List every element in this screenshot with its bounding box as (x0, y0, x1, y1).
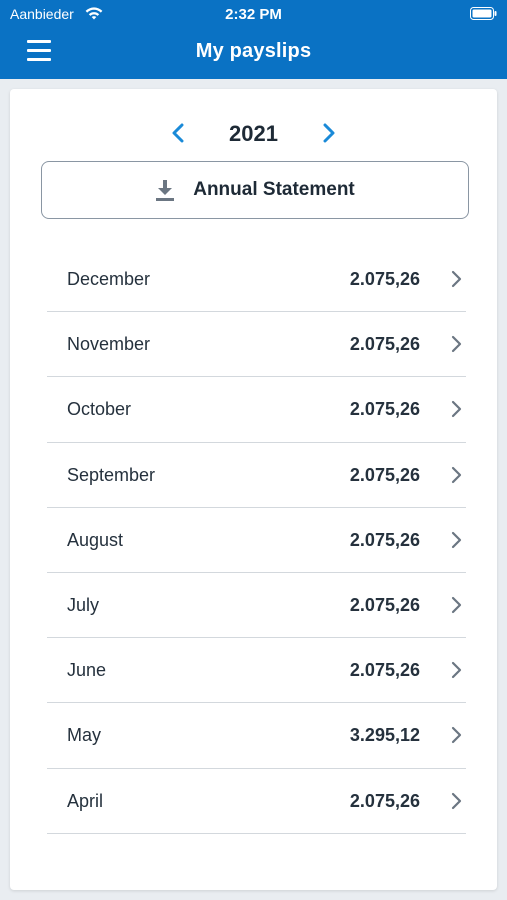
chevron-right-icon (451, 401, 462, 418)
page-title: My payslips (195, 40, 312, 62)
annual-statement-button[interactable]: Annual Statement (41, 161, 469, 219)
payslip-row-may[interactable]: May 3.295,12 (47, 703, 466, 769)
battery-icon (470, 7, 497, 20)
payslip-month: May (67, 725, 102, 746)
previous-year-button[interactable] (163, 114, 193, 152)
payslip-row-november[interactable]: November 2.075,26 (47, 312, 466, 378)
next-year-button[interactable] (314, 114, 344, 152)
payslip-month: December (67, 269, 151, 289)
payslip-amount: 2.075,26 (349, 790, 420, 811)
payslip-amount: 2.075,26 (349, 399, 420, 420)
payslip-amount: 2.075,26 (349, 269, 420, 289)
year-selector: 2021 (0, 114, 507, 154)
payslip-row-december[interactable]: December 2.075,26 (47, 247, 466, 313)
chevron-left-icon (172, 123, 184, 143)
payslip-month: August (67, 529, 124, 550)
chevron-right-icon (451, 531, 462, 548)
chevron-right-icon (451, 336, 462, 353)
chevron-right-icon (451, 270, 462, 288)
payslip-month: September (67, 464, 156, 485)
payslip-amount: 2.075,26 (349, 594, 420, 615)
status-bar: Aanbieder 2:32 PM (0, 0, 507, 28)
app-header: Aanbieder 2:32 PM My payslips (0, 0, 507, 79)
chevron-right-icon (451, 662, 462, 679)
chevron-right-icon (451, 792, 462, 809)
payslip-amount: 2.075,26 (349, 660, 420, 681)
payslip-amount: 3.295,12 (349, 725, 420, 746)
status-time: 2:32 PM (225, 6, 282, 23)
payslip-month: April (67, 790, 104, 811)
payslip-month: October (67, 399, 132, 420)
payslip-row-june[interactable]: June 2.075,26 (47, 638, 466, 704)
payslip-row-july[interactable]: July 2.075,26 (47, 573, 466, 639)
year-label: 2021 (229, 121, 278, 146)
payslip-amount: 2.075,26 (349, 529, 420, 550)
wifi-icon (85, 7, 103, 20)
chevron-right-icon (451, 596, 462, 614)
annual-statement-label: Annual Statement (193, 179, 355, 200)
chevron-right-icon (323, 123, 335, 143)
payslip-amount: 2.075,26 (349, 334, 420, 355)
chevron-right-icon (451, 727, 462, 744)
payslip-row-september[interactable]: September 2.075,26 (47, 443, 466, 508)
download-icon (156, 180, 175, 201)
payslip-list: December 2.075,26 November 2.075,26 Octo… (47, 247, 466, 834)
payslip-amount: 2.075,26 (349, 464, 420, 485)
payslip-month: July (67, 594, 100, 615)
carrier-name: Aanbieder (10, 6, 74, 22)
payslip-row-october[interactable]: October 2.075,26 (47, 377, 466, 443)
chevron-right-icon (451, 466, 462, 483)
hamburger-menu-icon[interactable] (27, 40, 51, 62)
payslip-month: June (67, 660, 107, 681)
payslips-card (10, 89, 497, 890)
payslip-row-april[interactable]: April 2.075,26 (47, 769, 466, 834)
payslip-row-august[interactable]: August 2.075,26 (47, 508, 466, 573)
payslip-month: November (67, 334, 151, 355)
